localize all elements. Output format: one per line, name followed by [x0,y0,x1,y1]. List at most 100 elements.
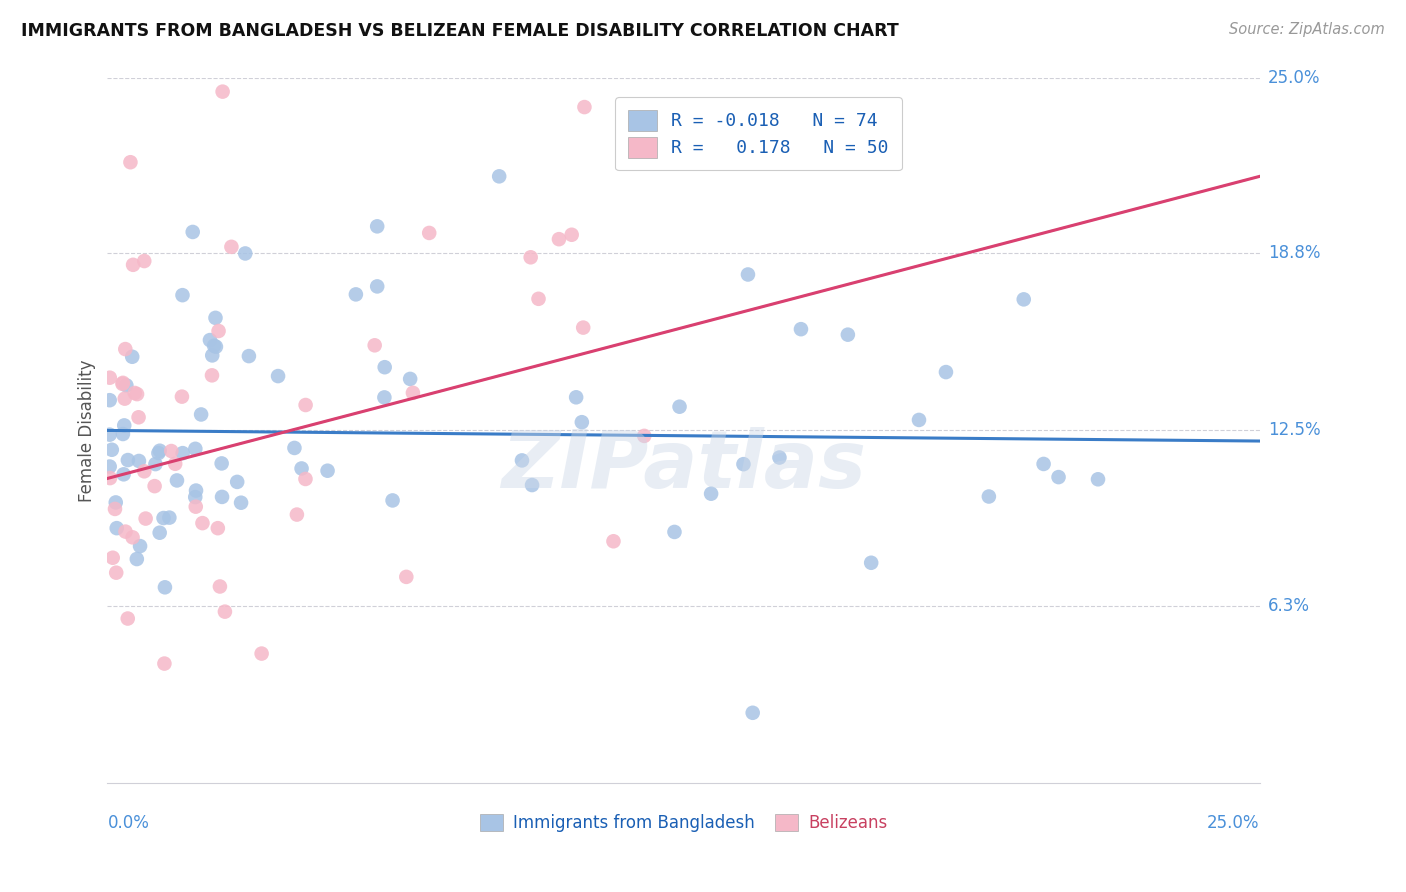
Point [344,287,367,301]
Point [204,310,226,325]
Point [181,225,204,239]
Point [602,534,624,549]
Point [115,378,138,392]
Point [768,450,790,465]
Point [381,493,404,508]
Point [207,521,229,535]
Point [548,232,571,246]
Text: 0.0%: 0.0% [107,814,149,832]
Point [211,457,233,471]
Point [221,240,243,254]
Point [105,521,128,535]
Point [488,169,510,184]
Point [172,288,194,302]
Point [117,611,139,625]
Point [184,500,207,514]
Point [519,250,541,264]
Point [114,524,136,539]
Point [111,427,134,442]
Point [238,349,260,363]
Point [134,464,156,478]
Point [121,530,143,544]
Point [571,415,593,429]
Point [121,350,143,364]
Point [149,525,172,540]
Text: 25.0%: 25.0% [1268,69,1320,87]
Point [211,85,233,99]
Point [574,100,596,114]
Point [98,471,121,485]
Point [201,348,224,362]
Point [98,427,121,442]
Point [128,410,150,425]
Point [98,393,121,408]
Point [202,339,225,353]
Point [402,385,425,400]
Point [114,342,136,356]
Point [294,398,316,412]
Point [395,570,418,584]
Point [250,647,273,661]
Point [122,258,145,272]
Point [152,511,174,525]
Point [373,391,395,405]
Point [363,338,385,352]
Point [184,483,207,498]
Point [105,566,128,580]
Point [148,446,170,460]
Point [520,478,543,492]
Point [135,511,157,525]
Point [668,400,690,414]
Point [101,442,124,457]
Point [1032,457,1054,471]
Point [198,333,221,347]
Y-axis label: Female Disability: Female Disability [79,359,96,501]
Point [125,387,148,401]
Point [285,508,308,522]
Point [153,580,176,594]
Point [160,444,183,458]
Point [1012,293,1035,307]
Point [166,474,188,488]
Text: 6.3%: 6.3% [1268,597,1310,615]
Point [149,443,172,458]
Point [366,279,388,293]
Point [741,706,763,720]
Point [120,155,142,169]
Point [510,453,533,467]
Point [112,467,135,482]
Point [733,457,755,471]
Text: ZIPatlas: ZIPatlas [501,426,866,505]
Point [290,461,312,475]
Point [111,376,134,391]
Point [101,550,124,565]
Point [935,365,957,379]
Point [98,370,121,384]
Point [114,392,136,406]
Point [572,320,595,334]
Point [143,479,166,493]
Point [153,657,176,671]
Point [201,368,224,383]
Point [561,227,583,242]
Point [111,376,134,390]
Point [837,327,859,342]
Point [233,246,256,260]
Point [527,292,550,306]
Point [134,254,156,268]
Legend: Immigrants from Bangladesh, Belizeans: Immigrants from Bangladesh, Belizeans [472,807,894,838]
Point [190,408,212,422]
Point [117,453,139,467]
Point [418,226,440,240]
Point [125,552,148,566]
Point [128,454,150,468]
Point [170,390,193,404]
Point [205,340,228,354]
Point [112,418,135,433]
Point [165,457,187,471]
Point [124,386,146,401]
Point [229,496,252,510]
Point [184,490,207,504]
Point [129,539,152,553]
Point [633,429,655,443]
